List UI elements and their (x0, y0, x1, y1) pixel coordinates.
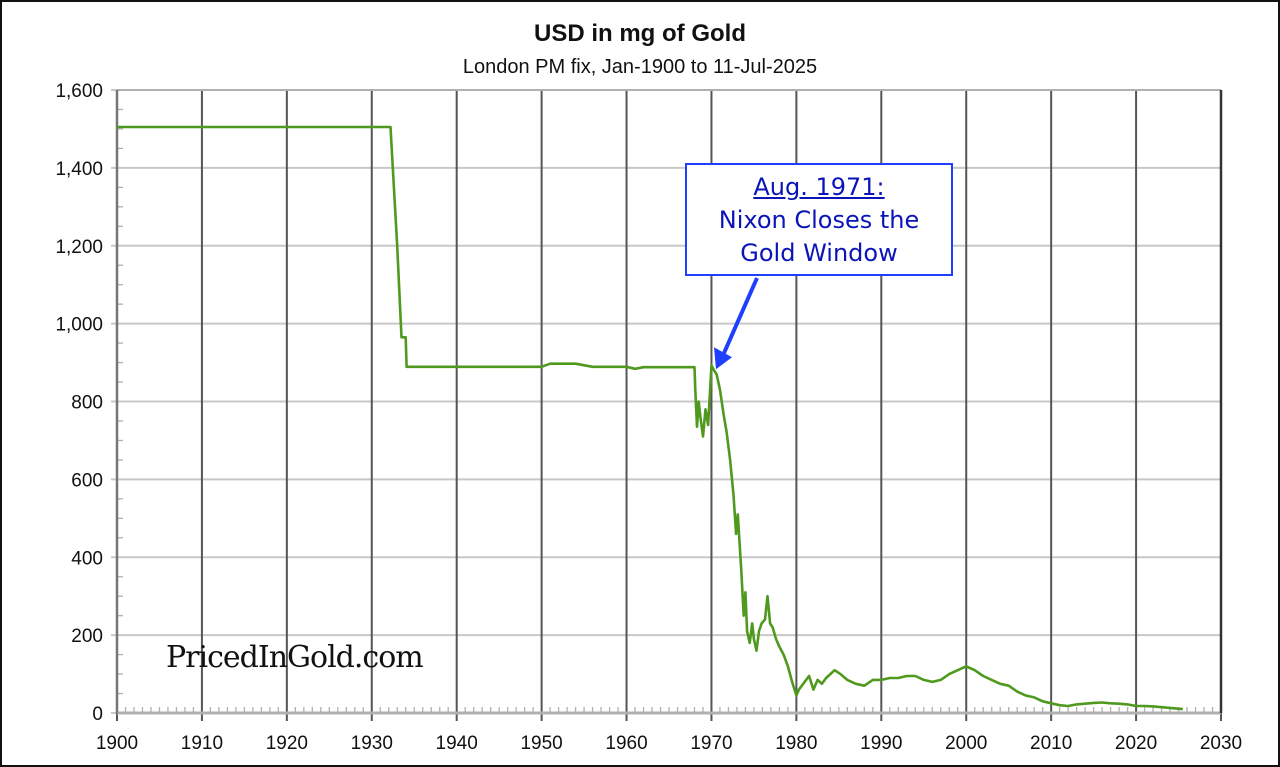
x-tick-label: 1970 (690, 733, 732, 754)
y-tick-label: 1,000 (55, 315, 103, 336)
x-tick-label: 1920 (266, 733, 308, 754)
y-tick-label: 600 (71, 470, 103, 491)
x-tick-label: 2020 (1115, 733, 1157, 754)
y-tick-label: 0 (92, 704, 103, 725)
annotation-line1: Nixon Closes the (718, 206, 920, 234)
nixon-annotation-box: Aug. 1971: Nixon Closes the Gold Window (685, 163, 953, 276)
annotation-line2: Gold Window (740, 239, 898, 267)
x-tick-label: 1930 (351, 733, 393, 754)
y-tick-label: 1,200 (55, 237, 103, 258)
x-axis-tick-labels: 1900 1910 1920 1930 1940 1950 1960 1970 1980 1990… (96, 733, 1242, 754)
axes (115, 89, 1223, 715)
minor-ticks (117, 108, 1214, 713)
y-tick-label: 1,600 (55, 81, 103, 102)
x-tick-label: 1950 (520, 733, 562, 754)
x-gridlines (116, 90, 1222, 721)
y-gridlines (111, 89, 1221, 714)
callout-arrow (714, 277, 759, 370)
x-tick-label: 1940 (436, 733, 478, 754)
x-tick-label: 1960 (605, 733, 647, 754)
x-tick-label: 1910 (181, 733, 223, 754)
annotation-header: Aug. 1971: (753, 173, 885, 201)
gold-price-line (117, 125, 1183, 711)
x-tick-label: 1990 (860, 733, 902, 754)
y-axis-tick-labels: 0 200 400 600 800 1,000 1,200 1,400 1,600 (55, 81, 103, 725)
y-tick-label: 800 (71, 393, 103, 414)
x-tick-label: 2030 (1200, 733, 1242, 754)
chart-subtitle: London PM fix, Jan-1900 to 11-Jul-2025 (462, 56, 818, 78)
y-tick-label: 1,400 (55, 159, 103, 180)
y-tick-label: 400 (71, 548, 103, 569)
x-tick-label: 1980 (775, 733, 817, 754)
x-tick-label: 2010 (1030, 733, 1072, 754)
y-tick-label: 200 (71, 626, 103, 647)
watermark-pricedingold: PricedInGold.com (166, 640, 424, 675)
x-tick-label: 2000 (945, 733, 987, 754)
chart-title: USD in mg of Gold (534, 20, 746, 47)
x-tick-label: 1900 (96, 733, 138, 754)
